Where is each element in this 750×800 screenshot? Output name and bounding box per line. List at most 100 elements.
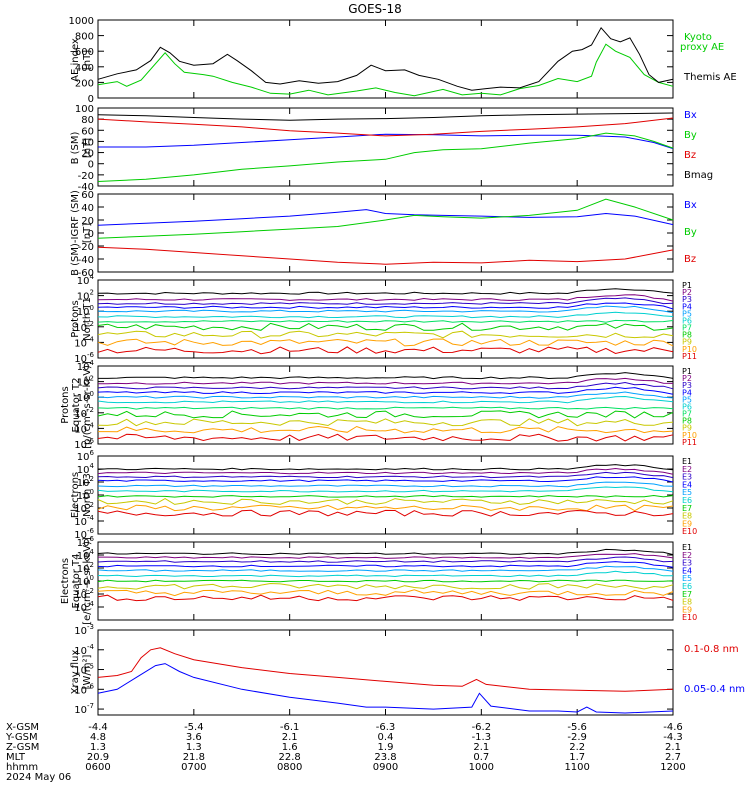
flux-line-p5 <box>97 391 674 399</box>
en-panel-frame <box>97 455 674 535</box>
eph-label-zgsm: Z-GSM <box>6 742 39 753</box>
eph-value: 22.8 <box>279 752 301 763</box>
eph-value: 2.2 <box>569 742 585 753</box>
flux-line-p7 <box>97 319 674 323</box>
eph-value: 1.3 <box>90 742 106 753</box>
flux-line-p5 <box>97 305 674 314</box>
flux-line-e4 <box>97 476 674 483</box>
legend-e10: E10 <box>682 613 697 622</box>
flux-line-p9 <box>97 330 674 339</box>
series-line-kyoto-proxy-ae <box>97 43 674 97</box>
protons-equator-panel: Protons Equator T2 [p/(cm²-s-sr-keV)] 10… <box>60 359 697 451</box>
legend-e8: E8 <box>682 598 692 607</box>
flux-line-p1 <box>97 288 674 295</box>
protons-north-panel: Protons North T1 10410210010-210-410-6P1… <box>70 273 697 365</box>
eph-value: -4.4 <box>88 722 108 733</box>
flux-line-e7 <box>97 579 674 583</box>
y-tick-label: -20 <box>78 242 94 253</box>
eph-value: 3.6 <box>186 732 202 743</box>
series-line-by <box>97 198 674 239</box>
legend-e2: E2 <box>682 551 692 560</box>
legend-p4: P4 <box>682 302 692 311</box>
eph-value: 1.7 <box>569 752 585 763</box>
flux-line-e1 <box>97 464 674 471</box>
ee-ylabel: Electrons <box>60 558 71 604</box>
eph-value: 1.6 <box>282 742 298 753</box>
flux-line-e5 <box>97 565 674 572</box>
legend-p7: P7 <box>682 410 692 419</box>
eph-value: -2.9 <box>567 732 587 743</box>
legend-bx: Bx <box>684 110 697 121</box>
bsm-ylabel-unit: [nT] <box>82 138 93 158</box>
y-tick-label: 60 <box>81 126 94 137</box>
legend-e10: E10 <box>682 527 697 536</box>
legend-p10: P10 <box>682 345 697 354</box>
legend-e9: E9 <box>682 605 692 614</box>
legend-bz-2: Bz <box>684 254 696 265</box>
pn-ylabel-2: North T1 <box>82 297 93 341</box>
y-tick-label: 0 <box>88 160 94 171</box>
eph-value: 0600 <box>85 762 110 773</box>
legend-e9: E9 <box>682 519 692 528</box>
eph-value: 4.8 <box>90 732 106 743</box>
flux-line-e3 <box>97 556 674 563</box>
eph-label-ygsm: Y-GSM <box>5 732 38 743</box>
legend-p8: P8 <box>682 331 692 340</box>
y-tick-label: -40 <box>78 182 94 193</box>
legend-p6: P6 <box>682 402 692 411</box>
eph-value: 2.7 <box>665 752 681 763</box>
eph-value: 2.1 <box>282 732 298 743</box>
ae-panel-frame <box>97 19 674 99</box>
eph-value: 0900 <box>373 762 398 773</box>
flux-line-p4 <box>97 386 674 395</box>
legend-p1: P1 <box>682 367 692 376</box>
y-tick-label: -60 <box>78 268 94 279</box>
eph-value: -5.6 <box>567 722 587 733</box>
y-tick-label: 0 <box>88 94 94 105</box>
series-line-0-1-0-8-nm <box>97 647 674 692</box>
y-tick-label: 800 <box>75 32 94 43</box>
en-ylabel-2: North T3 <box>82 473 93 517</box>
legend-e7: E7 <box>682 590 692 599</box>
flux-line-p11 <box>97 433 674 442</box>
y-tick-label: 104 <box>77 273 95 287</box>
legend-e4: E4 <box>682 566 692 575</box>
flux-line-p2 <box>98 377 674 385</box>
eph-value: -4.3 <box>663 732 683 743</box>
y-tick-label: 20 <box>81 149 94 160</box>
legend-xray-short: 0.05-0.4 nm <box>684 684 745 695</box>
legend-p8: P8 <box>682 417 692 426</box>
series-line-bx <box>97 209 674 226</box>
b-sm-panel: B (SM) [nT] Bx By Bz Bmag -40-2002040608… <box>70 104 713 193</box>
y-tick-label: 40 <box>81 137 94 148</box>
y-tick-label: 40 <box>81 203 94 214</box>
eph-value: 1000 <box>469 762 494 773</box>
en-ylabel: Electrons <box>70 472 81 518</box>
eph-value: 1200 <box>660 762 685 773</box>
eph-value: 1100 <box>564 762 589 773</box>
bsm-ylabel: B (SM) <box>70 131 81 164</box>
legend-kyoto: Kyoto <box>684 32 712 43</box>
legend-p6: P6 <box>682 316 692 325</box>
flux-line-e2 <box>97 467 674 475</box>
eph-value: 23.8 <box>374 752 396 763</box>
xray-ylabel: Xray flux <box>70 650 81 695</box>
legend-p5: P5 <box>682 309 692 318</box>
ae-ylabel-unit: [nT] <box>82 50 93 70</box>
eph-value: 0800 <box>277 762 302 773</box>
xray-flux-panel: Xray flux [W/m²] 0.1-0.8 nm 0.05-0.4 nm … <box>70 623 745 716</box>
flux-line-p7 <box>97 406 674 410</box>
legend-e6: E6 <box>682 582 692 591</box>
flux-line-e9 <box>97 589 674 597</box>
y-tick-label: 600 <box>75 47 94 58</box>
pe-ylabel: Protons <box>60 386 71 423</box>
flux-line-e6 <box>97 486 674 493</box>
series-line-bmag <box>97 112 674 121</box>
legend-p9: P9 <box>682 424 692 433</box>
flux-line-e10 <box>97 594 674 602</box>
flux-line-p9 <box>97 418 674 427</box>
flux-line-e3 <box>97 471 674 479</box>
flux-line-p6 <box>97 395 674 404</box>
flux-line-e1 <box>97 548 674 556</box>
bsm-panel-frame <box>97 107 674 187</box>
